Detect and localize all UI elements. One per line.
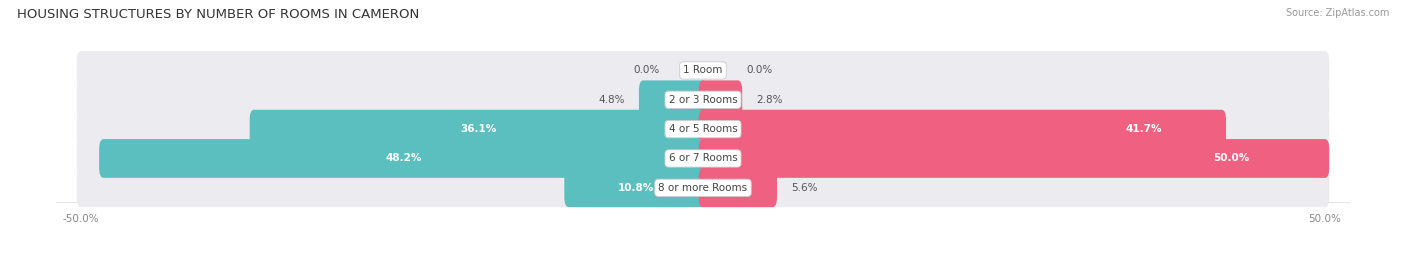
Text: 10.8%: 10.8% — [617, 183, 654, 193]
FancyBboxPatch shape — [250, 110, 707, 148]
FancyBboxPatch shape — [564, 168, 707, 207]
Text: 41.7%: 41.7% — [1126, 124, 1163, 134]
FancyBboxPatch shape — [77, 51, 1329, 90]
Text: 2 or 3 Rooms: 2 or 3 Rooms — [669, 95, 737, 105]
Text: HOUSING STRUCTURES BY NUMBER OF ROOMS IN CAMERON: HOUSING STRUCTURES BY NUMBER OF ROOMS IN… — [17, 8, 419, 21]
Text: 4.8%: 4.8% — [598, 95, 624, 105]
Text: 6 or 7 Rooms: 6 or 7 Rooms — [669, 154, 737, 164]
Text: 8 or more Rooms: 8 or more Rooms — [658, 183, 748, 193]
FancyBboxPatch shape — [77, 168, 1329, 207]
FancyBboxPatch shape — [77, 80, 1329, 119]
Text: 4 or 5 Rooms: 4 or 5 Rooms — [669, 124, 737, 134]
FancyBboxPatch shape — [699, 139, 1329, 178]
Text: Source: ZipAtlas.com: Source: ZipAtlas.com — [1285, 8, 1389, 18]
Text: 36.1%: 36.1% — [460, 124, 496, 134]
FancyBboxPatch shape — [77, 139, 1329, 178]
FancyBboxPatch shape — [638, 80, 707, 119]
Text: 5.6%: 5.6% — [792, 183, 818, 193]
Text: 2.8%: 2.8% — [756, 95, 783, 105]
FancyBboxPatch shape — [77, 110, 1329, 148]
Text: 48.2%: 48.2% — [385, 154, 422, 164]
FancyBboxPatch shape — [699, 80, 742, 119]
Text: 0.0%: 0.0% — [633, 65, 659, 75]
FancyBboxPatch shape — [699, 110, 1226, 148]
FancyBboxPatch shape — [699, 168, 778, 207]
Text: 0.0%: 0.0% — [747, 65, 773, 75]
FancyBboxPatch shape — [100, 139, 707, 178]
Text: 1 Room: 1 Room — [683, 65, 723, 75]
Text: 50.0%: 50.0% — [1213, 154, 1250, 164]
